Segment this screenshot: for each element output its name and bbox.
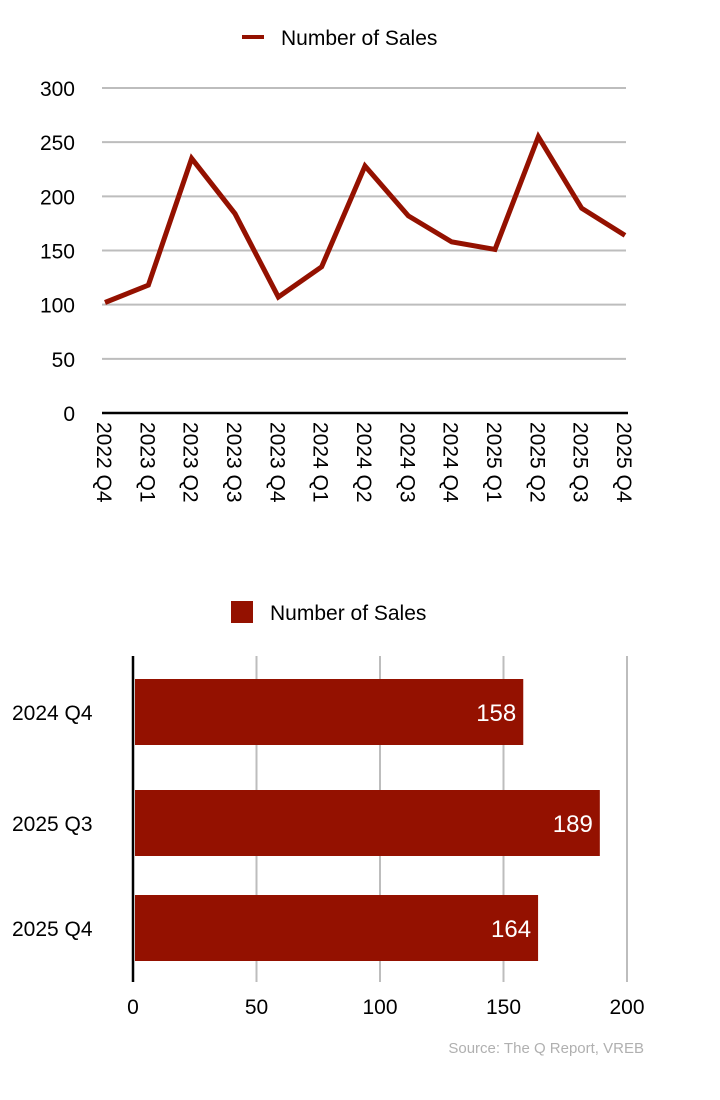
y-tick-label: 2025 Q4 <box>12 918 93 941</box>
x-tick-label: 200 <box>609 996 644 1019</box>
x-tick-label: 2024 Q4 <box>439 422 462 503</box>
bar <box>135 895 539 961</box>
bar-legend-label: Number of Sales <box>270 602 426 625</box>
line-legend-label: Number of Sales <box>281 27 437 50</box>
x-tick-label: 2024 Q2 <box>352 422 375 503</box>
x-tick-label: 2022 Q4 <box>92 422 115 503</box>
bar-value-label: 158 <box>476 700 516 727</box>
source-note: Source: The Q Report, VREB <box>448 1040 644 1057</box>
y-tick-label: 300 <box>40 78 75 101</box>
x-tick-label: 2024 Q1 <box>309 422 332 503</box>
x-tick-label: 2025 Q2 <box>525 422 548 503</box>
x-tick-label: 2024 Q3 <box>395 422 418 503</box>
y-tick-label: 50 <box>52 349 75 372</box>
y-tick-label: 0 <box>63 403 75 426</box>
x-tick-label: 2023 Q3 <box>222 422 245 503</box>
x-tick-label: 2023 Q2 <box>179 422 202 503</box>
x-tick-label: 2023 Q4 <box>265 422 288 503</box>
bar-value-label: 189 <box>553 811 593 838</box>
bar <box>135 790 600 856</box>
y-tick-label: 100 <box>40 295 75 318</box>
y-tick-label: 200 <box>40 186 75 209</box>
x-tick-label: 150 <box>486 996 521 1019</box>
bar-value-label: 164 <box>491 916 531 943</box>
x-tick-label: 2025 Q4 <box>612 422 635 503</box>
x-tick-label: 2025 Q1 <box>482 422 505 503</box>
bar <box>135 679 524 745</box>
x-tick-label: 0 <box>127 996 139 1019</box>
bar-legend-swatch <box>231 601 253 623</box>
y-tick-label: 2024 Q4 <box>12 702 93 725</box>
sales-line <box>104 131 627 305</box>
x-tick-label: 50 <box>245 996 268 1019</box>
x-tick-label: 100 <box>362 996 397 1019</box>
x-tick-label: 2025 Q3 <box>569 422 592 503</box>
y-tick-label: 250 <box>40 132 75 155</box>
y-tick-label: 150 <box>40 241 75 264</box>
y-tick-label: 2025 Q3 <box>12 813 93 836</box>
x-tick-label: 2023 Q1 <box>135 422 158 503</box>
